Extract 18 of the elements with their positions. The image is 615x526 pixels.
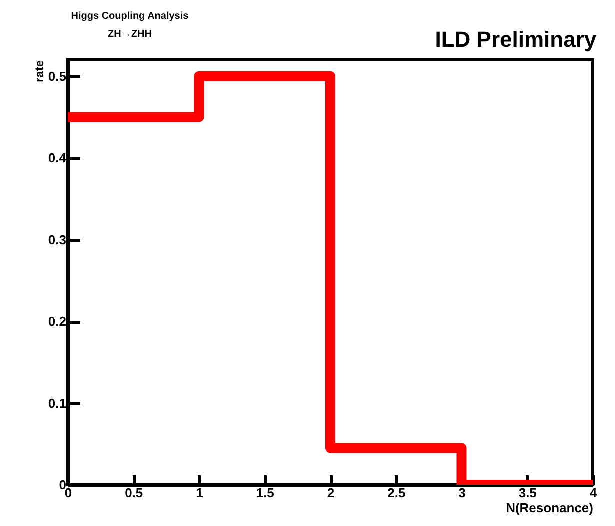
y-tick-label: 0.1 — [48, 396, 66, 411]
text: Higgs Coupling Analysis — [70, 10, 190, 24]
x-tick-label: 1 — [196, 486, 204, 500]
x-tick-label: 3.5 — [518, 486, 537, 500]
y-axis-title: rate — [32, 60, 46, 83]
x-tick-label: 3 — [458, 486, 466, 500]
x-tick-label: 2.5 — [388, 486, 406, 500]
x-tick-label: 4 — [590, 486, 598, 500]
x-axis-title: N(Resonance) — [506, 500, 594, 516]
x-tick-label: 0.5 — [125, 486, 144, 500]
y-tick-label: 0.5 — [48, 68, 66, 84]
chart-title: ILD Preliminary — [435, 27, 598, 52]
y-tick-label: 0.4 — [48, 150, 68, 166]
text: ZH→ZHH — [107, 28, 153, 42]
y-tick-label: 0.3 — [48, 232, 66, 248]
x-tick-label: 2 — [327, 486, 335, 500]
x-tick-label: 1.5 — [256, 486, 274, 500]
y-tick-label: 0.2 — [48, 314, 66, 330]
